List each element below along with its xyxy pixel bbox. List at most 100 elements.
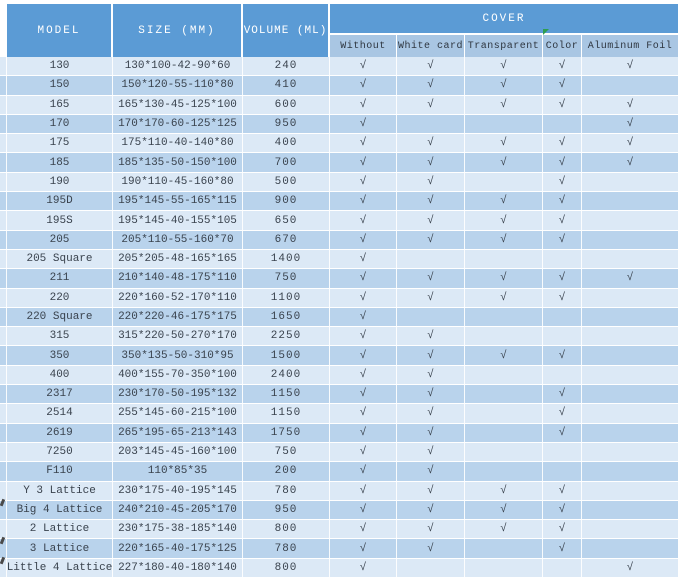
cover-cell-without: √	[330, 462, 397, 481]
table-row: 7250 203*145-45-160*100 750 √ √	[0, 442, 678, 463]
row-left-gutter	[0, 365, 7, 385]
cover-cell-color: √	[543, 230, 582, 249]
size-cell: 130*100-42-90*60	[113, 57, 243, 76]
volume-cell: 2250	[243, 327, 330, 346]
cover-cell-transparent	[465, 327, 543, 346]
check-mark-icon: √	[427, 330, 434, 343]
check-mark-icon: √	[427, 137, 434, 150]
table-row: 315 315*220-50-270*170 2250 √ √	[0, 327, 678, 347]
row-left-gutter	[0, 57, 7, 76]
cover-cell-transparent	[465, 423, 543, 442]
check-mark-icon: √	[500, 349, 507, 362]
cover-cell-transparent	[465, 539, 543, 558]
size-cell: 230*175-38-185*140	[113, 520, 243, 539]
cover-cell-color: √	[543, 95, 582, 114]
cover-cell-aluminum-foil	[582, 327, 678, 346]
comment-flag-icon	[543, 29, 549, 35]
size-cell: 210*140-48-175*110	[113, 269, 243, 288]
cover-cell-white-card: √	[397, 385, 465, 404]
cover-cell-without: √	[330, 269, 397, 288]
cover-cell-aluminum-foil	[582, 346, 678, 365]
col-header-volume: VOLUME (ML)	[243, 4, 330, 57]
size-cell: 205*205-48-165*165	[113, 249, 243, 269]
cover-cell-white-card	[397, 114, 465, 134]
cover-cell-without: √	[330, 230, 397, 249]
check-mark-icon: √	[427, 272, 434, 285]
cover-cell-color: √	[543, 346, 582, 365]
check-mark-icon: √	[558, 156, 566, 169]
check-mark-icon: √	[359, 407, 367, 420]
cover-cell-white-card	[397, 249, 465, 269]
check-mark-icon: √	[626, 98, 634, 111]
size-cell: 315*220-50-270*170	[113, 327, 243, 346]
cover-cell-aluminum-foil	[582, 385, 678, 404]
volume-cell: 800	[243, 520, 330, 539]
check-mark-icon: √	[359, 137, 367, 150]
check-mark-icon: √	[359, 523, 367, 536]
volume-cell: 400	[243, 134, 330, 153]
size-cell: 230*175-40-195*145	[113, 481, 243, 500]
cover-cell-without: √	[330, 57, 397, 76]
cover-cell-aluminum-foil	[582, 307, 678, 327]
cover-cell-color: √	[543, 76, 582, 95]
model-cell: Big 4 Lattice	[7, 500, 113, 520]
cover-cell-aluminum-foil	[582, 76, 678, 95]
cover-cell-without: √	[330, 95, 397, 114]
col-header-color-label: Color	[545, 40, 579, 52]
cover-cell-without: √	[330, 346, 397, 365]
row-left-gutter	[0, 327, 7, 346]
check-mark-icon: √	[427, 175, 434, 188]
check-mark-icon: √	[500, 214, 507, 227]
table-row: Y 3 Lattice 230*175-40-195*145 780 √ √ √ √	[0, 481, 678, 501]
check-mark-icon: √	[427, 446, 434, 459]
model-cell: 211	[7, 269, 113, 288]
cover-cell-white-card: √	[397, 57, 465, 76]
model-cell: 220 Square	[7, 307, 113, 327]
model-cell: 195D	[7, 192, 113, 211]
check-mark-icon: √	[359, 233, 367, 246]
check-mark-icon: √	[427, 426, 434, 439]
size-cell: 203*145-45-160*100	[113, 442, 243, 462]
table-row: 2619 265*195-65-213*143 1750 √ √ √	[0, 423, 678, 443]
cover-cell-aluminum-foil	[582, 249, 678, 269]
cover-cell-color: √	[543, 423, 582, 442]
check-mark-icon: √	[558, 137, 566, 150]
check-mark-icon: √	[626, 272, 634, 285]
table-row: 185 185*135-50-150*100 700 √ √ √ √ √	[0, 153, 678, 173]
cover-cell-transparent	[465, 404, 543, 423]
table-header: MODEL SIZE (MM) VOLUME (ML) COVER Withou…	[0, 4, 678, 57]
check-mark-icon: √	[427, 388, 434, 401]
volume-cell: 2400	[243, 365, 330, 385]
volume-cell: 950	[243, 114, 330, 134]
cover-cell-transparent	[465, 114, 543, 134]
model-cell: 315	[7, 327, 113, 346]
check-mark-icon: √	[359, 349, 367, 362]
cover-cell-color	[543, 327, 582, 346]
size-cell: 195*145-40-155*105	[113, 211, 243, 230]
cover-cell-aluminum-foil	[582, 172, 678, 192]
cover-cell-aluminum-foil	[582, 520, 678, 539]
cover-cell-white-card: √	[397, 327, 465, 346]
volume-cell: 700	[243, 153, 330, 172]
check-mark-icon: √	[626, 137, 634, 150]
check-mark-icon: √	[359, 214, 367, 227]
cover-cell-transparent: √	[465, 95, 543, 114]
table-row: 195S 195*145-40-155*105 650 √ √ √ √	[0, 211, 678, 231]
volume-cell: 1150	[243, 404, 330, 423]
row-left-gutter	[0, 95, 7, 114]
cover-cell-transparent: √	[465, 211, 543, 230]
check-mark-icon: √	[500, 503, 507, 516]
check-mark-icon: √	[427, 523, 434, 536]
cover-cell-white-card: √	[397, 76, 465, 95]
model-cell: 3 Lattice	[7, 539, 113, 558]
check-mark-icon: √	[500, 60, 507, 73]
model-cell: 150	[7, 76, 113, 95]
col-header-size: SIZE (MM)	[113, 4, 243, 57]
cover-cell-aluminum-foil: √	[582, 558, 678, 578]
table-row: 175 175*110-40-140*80 400 √ √ √ √ √	[0, 134, 678, 154]
cover-cell-transparent: √	[465, 76, 543, 95]
check-mark-icon: √	[500, 484, 507, 497]
cover-cell-color: √	[543, 269, 582, 288]
cover-cell-aluminum-foil: √	[582, 57, 678, 76]
cover-cell-transparent: √	[465, 481, 543, 500]
